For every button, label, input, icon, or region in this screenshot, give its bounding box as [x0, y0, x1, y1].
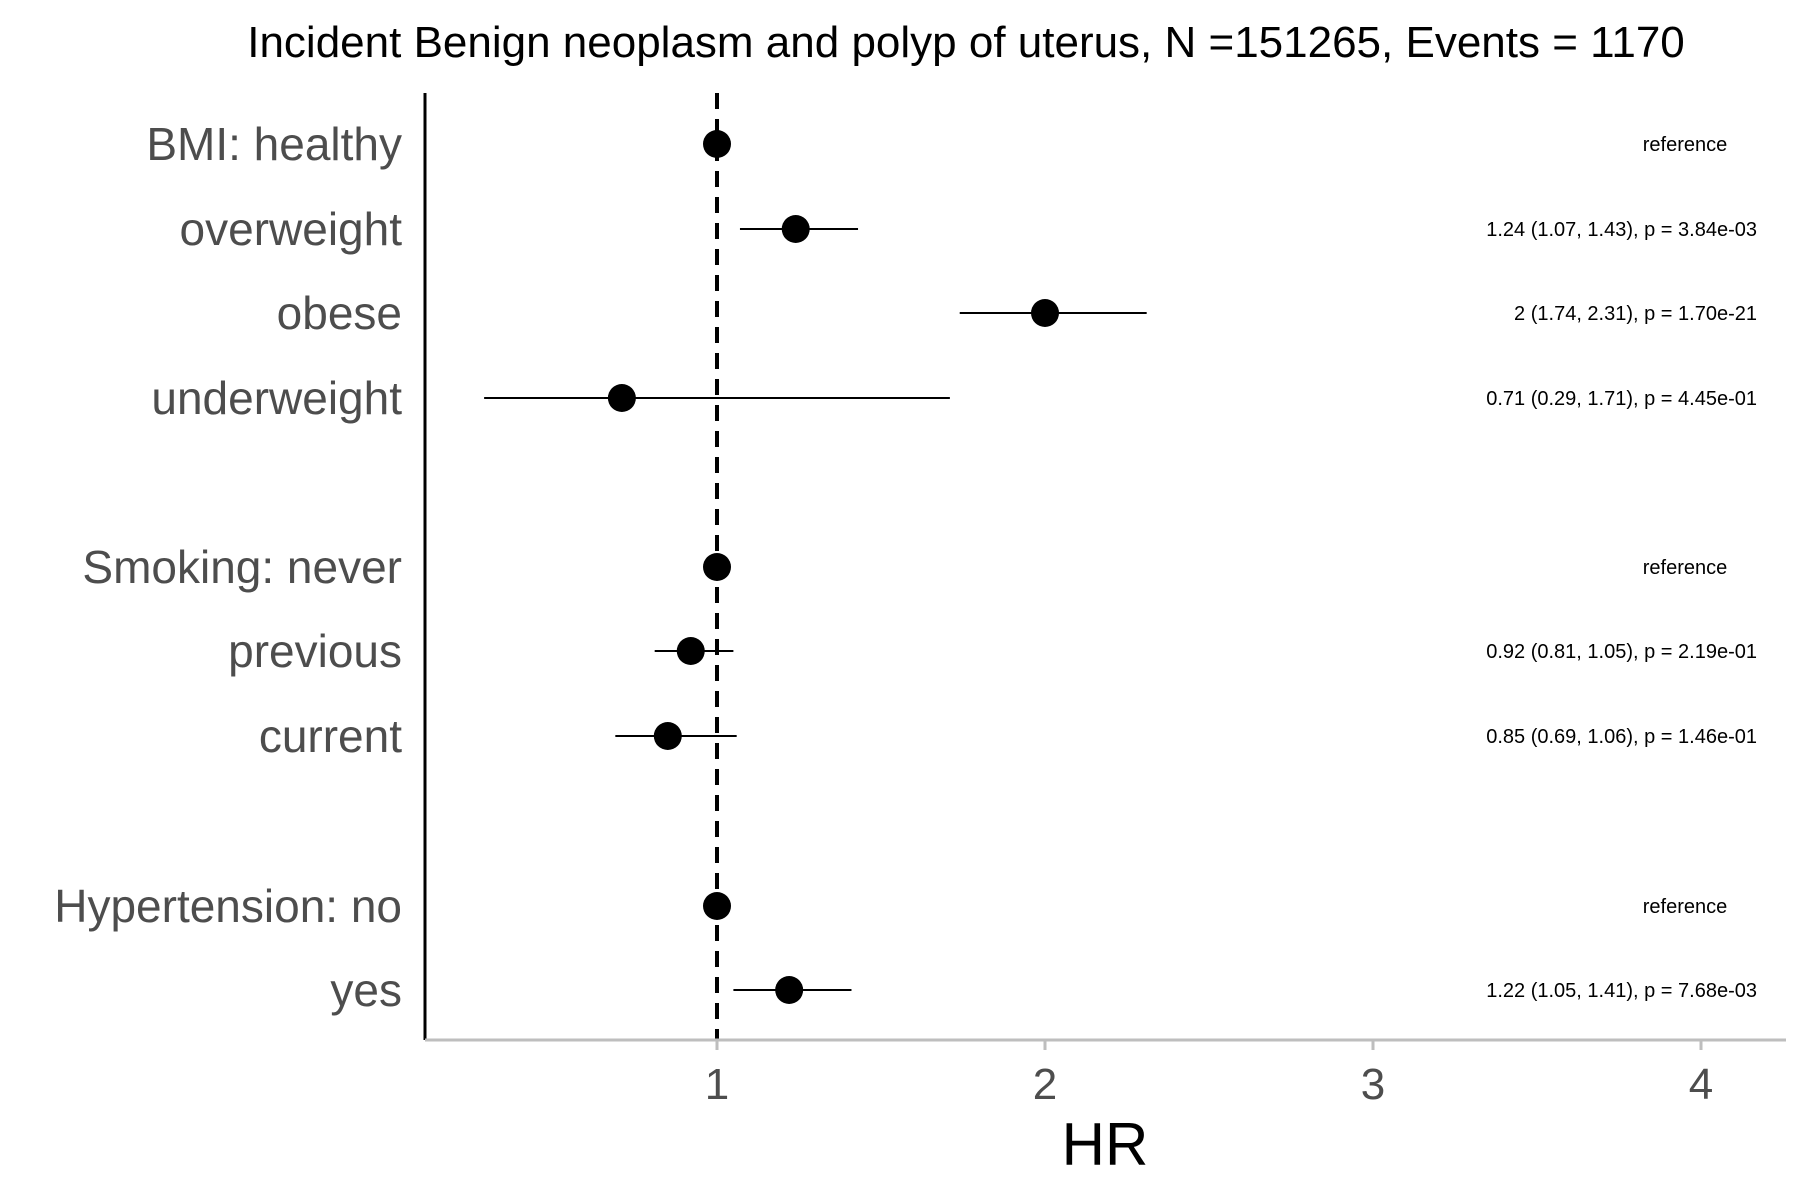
hr-point [703, 553, 731, 581]
row-annotation: 1.24 (1.07, 1.43), p = 3.84e-03 [1486, 219, 1757, 241]
row-label: BMI: healthy [146, 118, 402, 170]
plot-area: BMI: healthy reference overweight 1.24 (1.0… [54, 93, 1757, 1040]
row-label: current [259, 710, 402, 762]
row-annotation: 0.71 (0.29, 1.71), p = 4.45e-01 [1486, 388, 1757, 410]
hr-point [607, 384, 636, 412]
hr-point [775, 976, 804, 1004]
x-tick-label: 4 [1689, 1060, 1713, 1109]
row-annotation: 1.22 (1.05, 1.41), p = 7.68e-03 [1486, 980, 1757, 1002]
row-label: underweight [151, 372, 402, 424]
hr-point [703, 892, 731, 920]
row-annotation: 0.92 (0.81, 1.05), p = 2.19e-01 [1486, 641, 1757, 663]
hr-point [1031, 299, 1059, 327]
x-tick-label: 2 [1033, 1060, 1057, 1109]
row-annotation: reference [1643, 557, 1728, 579]
chart-title: Incident Benign neoplasm and polyp of ut… [247, 18, 1685, 67]
row-annotation: reference [1643, 134, 1728, 156]
hr-point [781, 215, 810, 243]
hr-point [703, 130, 731, 158]
row-label: Smoking: never [82, 541, 402, 593]
x-tick-label: 3 [1361, 1060, 1385, 1109]
x-axis-ticks: 1 2 3 4 [705, 1040, 1713, 1109]
row-label: Hypertension: no [54, 880, 402, 932]
x-axis-title: HR [1062, 1111, 1149, 1178]
row-label: overweight [180, 203, 403, 255]
x-tick-label: 1 [705, 1060, 729, 1109]
row-annotation: reference [1643, 896, 1728, 918]
row-label: obese [277, 287, 402, 339]
row-annotation: 2 (1.74, 2.31), p = 1.70e-21 [1514, 303, 1757, 325]
hr-point [653, 722, 682, 750]
row-annotation: 0.85 (0.69, 1.06), p = 1.46e-01 [1486, 726, 1757, 748]
row-label: previous [228, 625, 402, 677]
row-label: yes [330, 964, 402, 1016]
hr-point [676, 637, 705, 665]
